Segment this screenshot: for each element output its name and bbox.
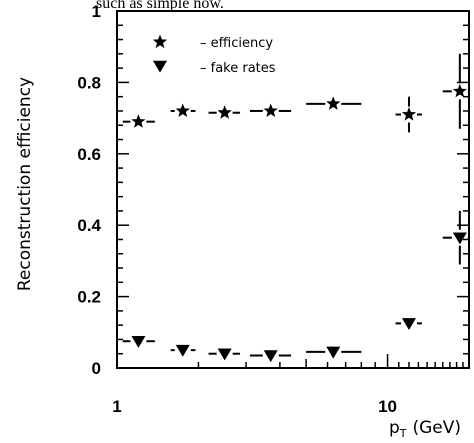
fake-point: [131, 335, 146, 348]
data-marks: [122, 53, 468, 363]
efficiency-point: [175, 103, 190, 118]
y-tick-label: 0.2: [77, 288, 101, 307]
fake-point: [217, 348, 232, 361]
x-axis-subscript: T: [399, 427, 407, 440]
legend: – efficiency – fake rates: [152, 34, 276, 76]
x-tick-label: 1: [112, 397, 121, 416]
y-tick-label: 0.4: [77, 216, 101, 235]
efficiency-point: [217, 105, 232, 119]
efficiency-point: [326, 96, 341, 110]
y-tick-label: 0.6: [77, 145, 101, 164]
legend-star-icon: [152, 34, 168, 49]
legend-star-mark: [152, 34, 168, 49]
series-fake: [122, 210, 468, 363]
x-axis-title: pT (GeV): [389, 418, 461, 440]
fake-point: [452, 232, 467, 245]
efficiency-point: [452, 83, 467, 98]
plot-frame: [116, 10, 470, 369]
legend-triangle-icon: [153, 60, 167, 73]
x-tick-label: 10: [378, 397, 397, 416]
fake-point: [326, 346, 341, 359]
fake-point: [263, 350, 278, 363]
x-axis-unit: (GeV): [412, 418, 461, 438]
efficiency-point: [263, 103, 278, 118]
x-axis-symbol: p: [389, 418, 400, 438]
legend-label-efficiency: – efficiency: [200, 36, 273, 51]
fake-point: [401, 318, 416, 331]
tick-labels: 0 0.2 0.4 0.6 0.8 1 1 10: [77, 2, 397, 416]
y-tick-label: 0.8: [77, 73, 101, 92]
efficiency-point: [131, 114, 146, 128]
fake-point: [175, 344, 190, 357]
legend-triangle-mark: [153, 60, 167, 73]
efficiency-point: [401, 107, 417, 121]
y-axis-title: Reconstruction efficiency: [15, 77, 35, 291]
legend-label-fake-rates: – fake rates: [200, 61, 276, 76]
axis-ticks: [117, 24, 469, 368]
y-tick-label: 0: [92, 359, 101, 378]
page-caption-fragment: such as simple now.: [96, 0, 224, 12]
y-tick-label: 1: [92, 2, 101, 21]
series-efficiency: [122, 53, 468, 133]
